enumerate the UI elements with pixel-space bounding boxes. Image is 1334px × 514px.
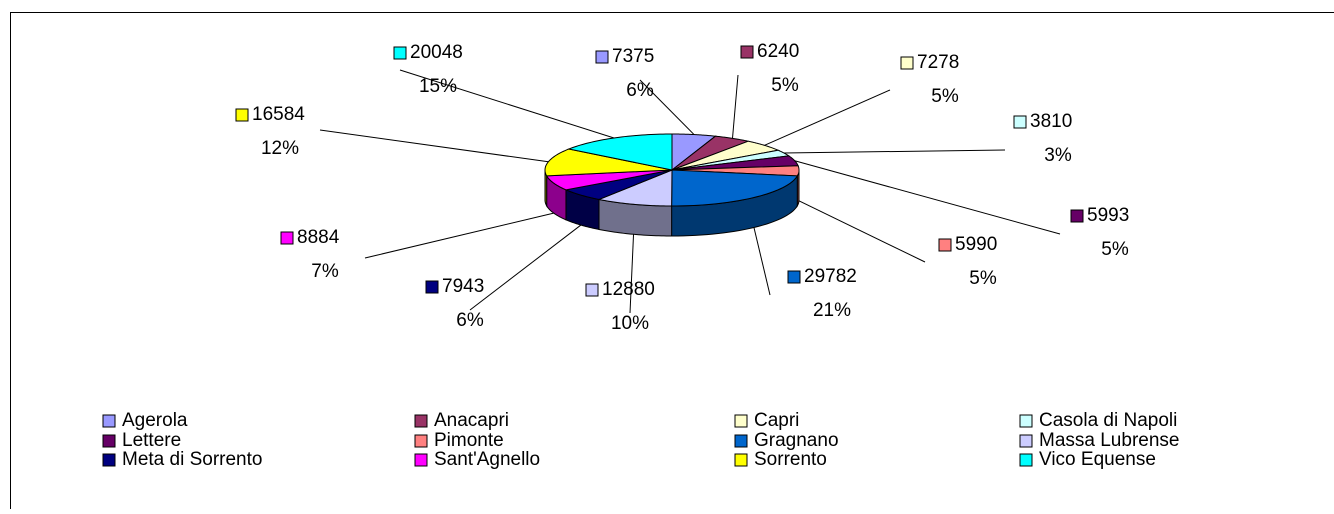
legend-key bbox=[1020, 435, 1032, 447]
label-key bbox=[939, 239, 951, 251]
legend-label: Agerola bbox=[122, 410, 188, 431]
value-label: 7943 bbox=[442, 276, 484, 297]
value-label: 12880 bbox=[602, 279, 655, 300]
percent-label: 7% bbox=[311, 261, 339, 282]
legend-key bbox=[735, 454, 747, 466]
label-key bbox=[741, 46, 753, 58]
value-label: 3810 bbox=[1030, 111, 1072, 132]
legend-label: Casola di Napoli bbox=[1039, 410, 1177, 431]
legend-label: Gragnano bbox=[754, 430, 839, 451]
percent-label: 10% bbox=[611, 313, 649, 334]
label-key bbox=[394, 47, 406, 59]
value-label: 8884 bbox=[297, 227, 340, 248]
legend-label: Capri bbox=[754, 410, 799, 431]
legend-key bbox=[735, 415, 747, 427]
percent-label: 5% bbox=[969, 268, 997, 289]
percent-label: 21% bbox=[813, 300, 851, 321]
value-label: 16584 bbox=[252, 104, 305, 125]
legend-label: Vico Equense bbox=[1039, 449, 1156, 470]
legend-key bbox=[1020, 454, 1032, 466]
percent-label: 6% bbox=[626, 80, 654, 101]
percent-label: 15% bbox=[419, 76, 457, 97]
legend-label: Anacapri bbox=[434, 410, 509, 431]
percent-label: 12% bbox=[261, 138, 299, 159]
label-key bbox=[1071, 210, 1083, 222]
value-label: 20048 bbox=[410, 42, 463, 63]
legend-label: Lettere bbox=[122, 430, 181, 451]
percent-label: 6% bbox=[456, 310, 484, 331]
legend-key bbox=[103, 435, 115, 447]
legend-key bbox=[415, 415, 427, 427]
value-label: 7278 bbox=[917, 52, 959, 73]
legend-key bbox=[415, 454, 427, 466]
label-key bbox=[426, 281, 438, 293]
legend-key bbox=[103, 415, 115, 427]
label-key bbox=[788, 271, 800, 283]
value-label: 7375 bbox=[612, 46, 654, 67]
legend-key bbox=[103, 454, 115, 466]
legend-key bbox=[1020, 415, 1032, 427]
legend-label: Meta di Sorrento bbox=[122, 449, 262, 470]
label-key bbox=[596, 51, 608, 63]
legend-key bbox=[735, 435, 747, 447]
legend-label: Sorrento bbox=[754, 449, 827, 470]
label-key bbox=[586, 284, 598, 296]
percent-label: 5% bbox=[771, 75, 799, 96]
label-key bbox=[281, 232, 293, 244]
value-label: 6240 bbox=[757, 41, 799, 62]
legend-key bbox=[415, 435, 427, 447]
value-label: 5990 bbox=[955, 234, 997, 255]
label-key bbox=[236, 109, 248, 121]
percent-label: 5% bbox=[931, 86, 959, 107]
label-key bbox=[1014, 116, 1026, 128]
legend-label: Sant'Agnello bbox=[434, 449, 540, 470]
percent-label: 3% bbox=[1044, 145, 1072, 166]
label-key bbox=[901, 57, 913, 69]
value-label: 5993 bbox=[1087, 205, 1129, 226]
value-label: 29782 bbox=[804, 266, 857, 287]
legend-label: Pimonte bbox=[434, 430, 504, 451]
legend-label: Massa Lubrense bbox=[1039, 430, 1179, 451]
percent-label: 5% bbox=[1101, 239, 1129, 260]
